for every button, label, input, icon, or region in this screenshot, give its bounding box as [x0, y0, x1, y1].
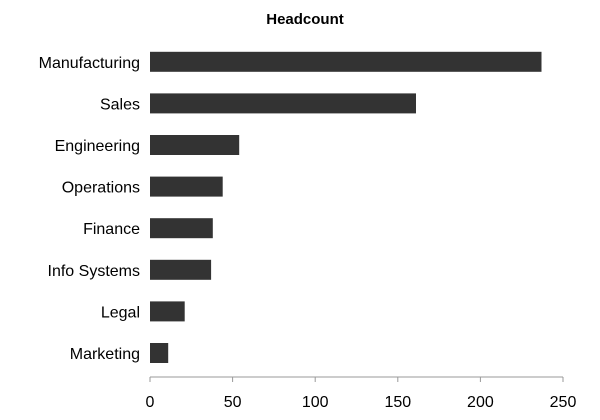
category-labels: Manufacturing Sales Engineering Operations F…: [39, 55, 140, 363]
x-axis-ticks: 0 50 100 150 200 250: [146, 377, 577, 411]
bar-sales: [150, 93, 416, 114]
bar-engineering: [150, 135, 240, 155]
bar-group: [150, 51, 542, 363]
bar-operations: [150, 176, 223, 197]
x-tick-label: 50: [224, 394, 242, 411]
x-tick-label: 0: [146, 394, 155, 411]
category-label: Legal: [101, 304, 140, 321]
x-tick-label: 200: [467, 394, 494, 411]
bar-legal: [150, 301, 185, 322]
bar-info-systems: [150, 259, 212, 280]
category-label: Operations: [62, 180, 140, 197]
chart-title: Headcount: [266, 11, 344, 28]
bar-marketing: [150, 343, 169, 363]
category-label: Marketing: [70, 346, 140, 363]
category-label: Finance: [83, 221, 140, 238]
x-tick-label: 100: [302, 394, 329, 411]
category-label: Manufacturing: [39, 55, 140, 72]
x-tick-label: 250: [550, 394, 577, 411]
category-label: Sales: [100, 96, 140, 113]
category-label: Info Systems: [48, 263, 140, 280]
bar-manufacturing: [150, 51, 542, 72]
bar-finance: [150, 218, 213, 239]
x-tick-label: 150: [384, 394, 411, 411]
category-label: Engineering: [55, 138, 140, 155]
